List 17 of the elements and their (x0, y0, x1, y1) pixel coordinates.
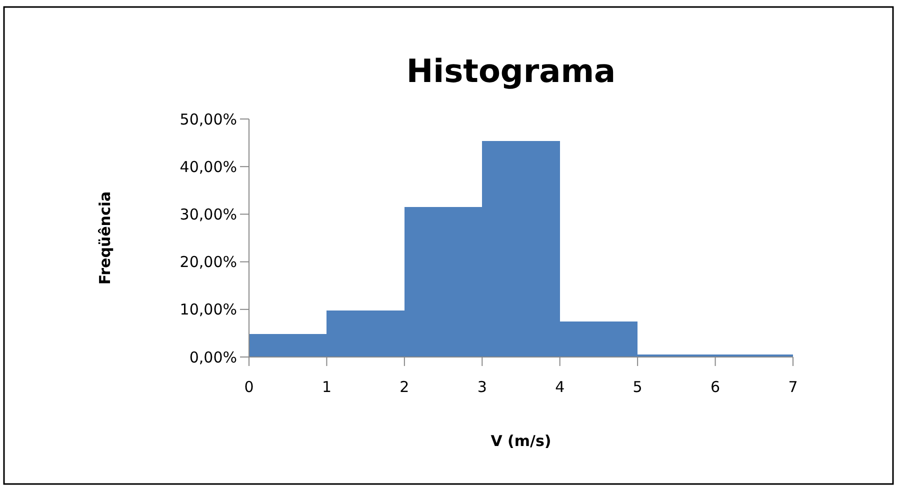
chart-title: Histograma (406, 52, 616, 90)
x-tick-label: 0 (244, 378, 254, 396)
y-tick-label: 50,00% (180, 110, 237, 128)
y-tick-label: 20,00% (180, 253, 237, 272)
x-tick-label: 1 (322, 378, 332, 396)
y-tick-label: 10,00% (180, 300, 237, 319)
y-tick-label: 0,00% (189, 348, 237, 366)
x-tick-label: 3 (477, 378, 487, 396)
x-tick-label: 7 (788, 378, 798, 396)
x-axis-title: V (m/s) (490, 432, 552, 450)
x-tick-label: 4 (555, 378, 565, 396)
x-tick-label: 5 (632, 378, 642, 396)
y-tick-label: 40,00% (180, 158, 237, 176)
y-axis-title: Freqüência (96, 191, 114, 285)
y-tick-label: 30,00% (180, 205, 237, 224)
x-tick-label: 2 (400, 378, 410, 396)
x-tick-label: 6 (710, 378, 720, 396)
